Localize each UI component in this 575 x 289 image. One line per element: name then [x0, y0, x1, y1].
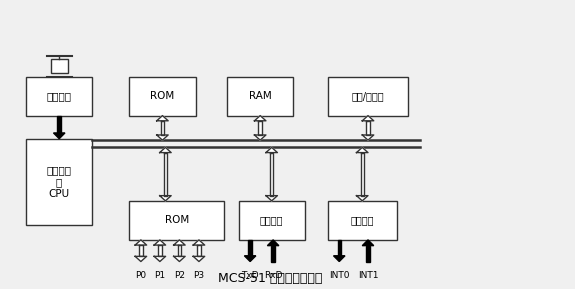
Text: P0: P0 — [135, 271, 147, 281]
Polygon shape — [334, 256, 345, 262]
Text: RxD: RxD — [264, 271, 282, 281]
Polygon shape — [178, 245, 181, 256]
Text: 串行接口: 串行接口 — [260, 215, 283, 225]
Polygon shape — [356, 196, 368, 201]
Text: INT1: INT1 — [358, 271, 378, 281]
Polygon shape — [362, 135, 374, 140]
Polygon shape — [362, 240, 374, 246]
Bar — [328, 77, 408, 116]
Polygon shape — [356, 147, 368, 153]
Polygon shape — [338, 240, 341, 256]
Text: P3: P3 — [193, 271, 205, 281]
Text: 定时/计算器: 定时/计算器 — [352, 91, 384, 101]
Polygon shape — [193, 240, 205, 245]
Polygon shape — [139, 245, 143, 256]
Polygon shape — [174, 240, 185, 245]
Polygon shape — [156, 135, 168, 140]
Polygon shape — [267, 240, 279, 246]
Polygon shape — [270, 153, 274, 196]
Polygon shape — [254, 135, 266, 140]
Polygon shape — [161, 121, 164, 135]
Polygon shape — [154, 240, 166, 245]
Bar — [51, 59, 68, 73]
Bar — [129, 77, 196, 116]
Bar — [129, 201, 224, 240]
Text: 中断系统: 中断系统 — [351, 215, 374, 225]
Polygon shape — [164, 153, 167, 196]
Polygon shape — [174, 256, 185, 262]
Text: ROM: ROM — [164, 215, 189, 225]
Bar — [227, 77, 293, 116]
Polygon shape — [361, 153, 364, 196]
Text: 时钟电路: 时钟电路 — [47, 91, 71, 101]
Polygon shape — [53, 133, 65, 139]
Bar — [26, 77, 92, 116]
Polygon shape — [271, 246, 275, 262]
Polygon shape — [362, 116, 374, 121]
Text: P2: P2 — [174, 271, 185, 281]
Polygon shape — [135, 240, 147, 245]
Polygon shape — [156, 116, 168, 121]
Polygon shape — [244, 256, 256, 262]
Polygon shape — [259, 121, 262, 135]
Polygon shape — [254, 116, 266, 121]
Text: TxD: TxD — [242, 271, 259, 281]
Polygon shape — [135, 256, 147, 262]
Bar — [328, 201, 397, 240]
Polygon shape — [197, 245, 201, 256]
Text: ROM: ROM — [150, 91, 175, 101]
Polygon shape — [160, 196, 171, 201]
Bar — [26, 139, 92, 225]
Polygon shape — [193, 256, 205, 262]
Polygon shape — [366, 121, 370, 135]
Polygon shape — [248, 240, 252, 256]
Polygon shape — [158, 245, 162, 256]
Polygon shape — [366, 246, 370, 262]
Polygon shape — [58, 116, 61, 133]
Polygon shape — [266, 147, 278, 153]
Bar — [239, 201, 305, 240]
Polygon shape — [160, 147, 171, 153]
Text: RAM: RAM — [249, 91, 271, 101]
Polygon shape — [154, 256, 166, 262]
Text: 中央处理
器
CPU: 中央处理 器 CPU — [47, 166, 71, 199]
Polygon shape — [266, 196, 278, 201]
Text: MCS-51 单片机结构框图: MCS-51 单片机结构框图 — [218, 272, 323, 285]
Text: P1: P1 — [154, 271, 166, 281]
Text: INT0: INT0 — [329, 271, 350, 281]
